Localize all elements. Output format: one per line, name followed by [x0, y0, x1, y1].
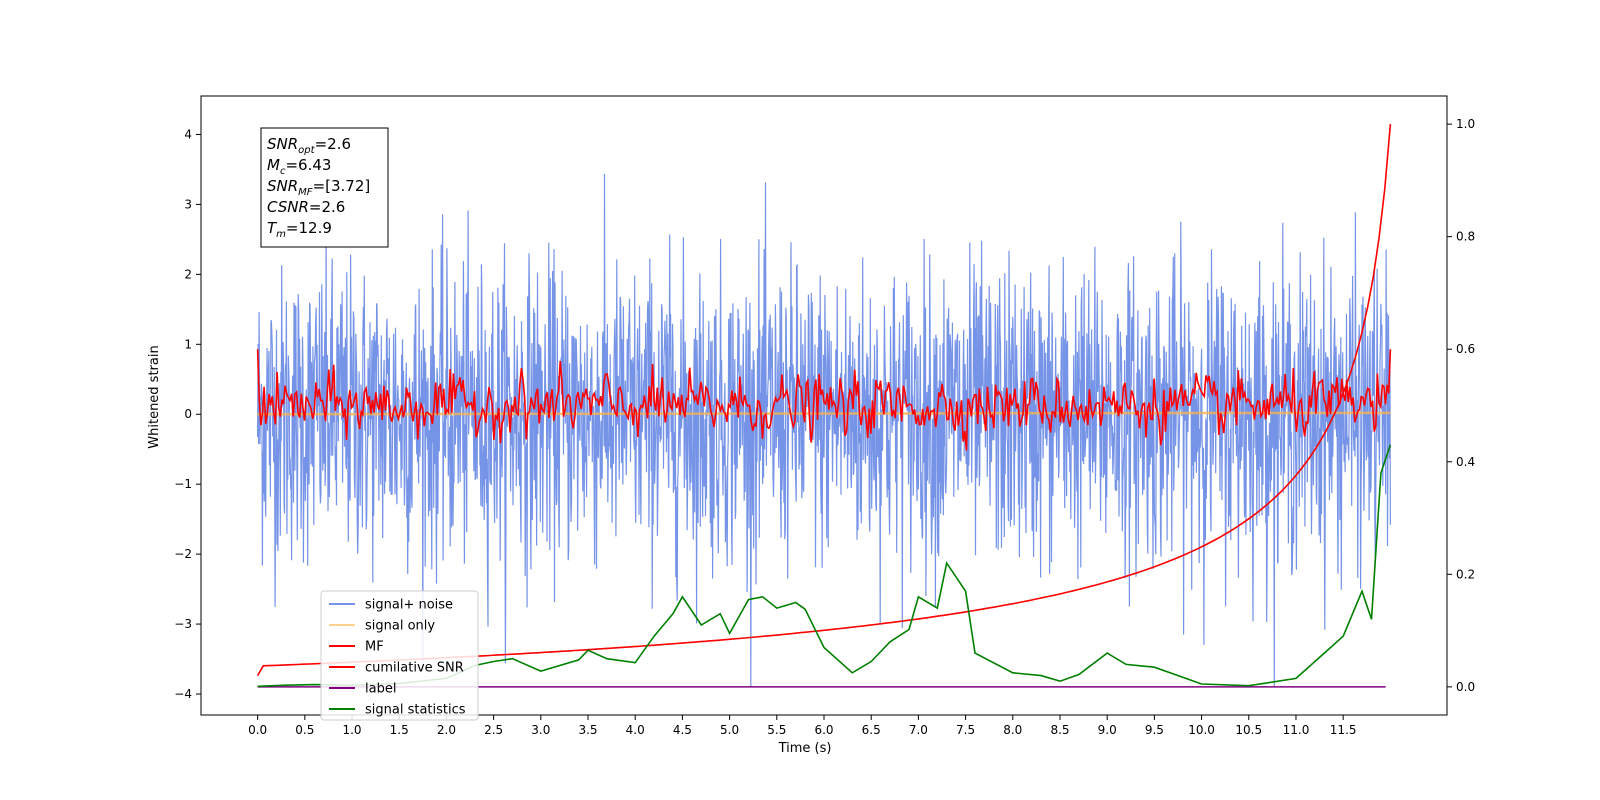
x-tick-label: 6.5	[862, 723, 881, 737]
series-signal-noise-line	[257, 173, 1391, 688]
x-tick-label: 2.0	[437, 723, 456, 737]
y2-tick-label: 0.2	[1456, 567, 1475, 581]
y2-tick-label: 1.0	[1456, 117, 1475, 131]
x-tick-label: 7.0	[909, 723, 928, 737]
annotation-line: Tm=12.9	[267, 219, 332, 240]
y2-tick-label: 0.0	[1456, 680, 1475, 694]
legend-entry-label: MF	[365, 640, 384, 655]
x-tick-label: 8.0	[1003, 723, 1022, 737]
y-tick-label: 1	[184, 337, 192, 351]
legend-frame	[320, 590, 479, 721]
x-tick-label: 10.5	[1235, 723, 1262, 737]
x-tick-label: 9.0	[1098, 723, 1117, 737]
series-signal-only-line	[257, 411, 1391, 416]
x-tick-label: 1.5	[390, 723, 409, 737]
annotation-line: CSNR=2.6	[267, 198, 345, 216]
y-tick-label: −2	[174, 547, 192, 561]
x-tick-label: 7.5	[956, 723, 975, 737]
x-tick-label: 4.0	[626, 723, 645, 737]
x-tick-label: 9.5	[1145, 723, 1164, 737]
y-tick-label: 0	[184, 407, 192, 421]
y2-tick-label: 0.6	[1456, 342, 1475, 356]
y-tick-label: 2	[184, 267, 192, 281]
x-tick-label: 6.0	[814, 723, 833, 737]
x-tick-label: 8.5	[1050, 723, 1069, 737]
annotation-line: Mc=6.43	[267, 156, 331, 177]
y2-tick-label: 0.4	[1456, 455, 1475, 469]
y-tick-label: −1	[174, 477, 192, 491]
annotation-line: SNRMF=[3.72]	[267, 177, 370, 198]
x-tick-label: 5.5	[767, 723, 786, 737]
y-axis-label: Whitened strain	[147, 345, 162, 448]
y-tick-label: −4	[174, 687, 192, 701]
series-signal-statistics-line	[257, 444, 1392, 688]
x-tick-label: 3.5	[578, 723, 597, 737]
x-tick-label: 5.0	[720, 723, 739, 737]
x-axis-label: Time (s)	[778, 741, 832, 756]
axes: 0.0 0.5 1.0 1.5 2.0 2.5 3.0 3.5 4.0 4.5 5.0 5.5 6.0 6…	[174, 95, 1475, 737]
legend-entry-label: signal statistics	[365, 703, 466, 718]
x-tick-label: 11.5	[1330, 723, 1357, 737]
x-tick-label: 3.0	[531, 723, 550, 737]
legend-entry-label: signal+ noise	[365, 598, 453, 613]
legend-entry-label: signal only	[365, 619, 435, 634]
y-tick-label: 4	[184, 127, 192, 141]
annotation-line: SNRopt=2.6	[267, 135, 351, 156]
legend-entry-label: cumilative SNR	[365, 661, 464, 676]
y2-tick-label: 0.8	[1456, 230, 1475, 244]
x-tick-label: 0.0	[248, 723, 267, 737]
x-tick-label: 11.0	[1283, 723, 1310, 737]
y-tick-label: 3	[184, 197, 192, 211]
x-tick-label: 1.0	[342, 723, 361, 737]
legend-entry-label: label	[365, 682, 396, 697]
legend: signal+ noise signal only MF cumilative SNR…	[320, 590, 479, 721]
x-tick-label: 4.5	[673, 723, 692, 737]
x-tick-label: 2.5	[484, 723, 503, 737]
x-tick-label: 0.5	[295, 723, 314, 737]
annotation-box-frame	[260, 127, 389, 248]
y-tick-label: −3	[174, 617, 192, 631]
series-mf-line	[256, 349, 1392, 451]
x-tick-label: 10.0	[1188, 723, 1215, 737]
